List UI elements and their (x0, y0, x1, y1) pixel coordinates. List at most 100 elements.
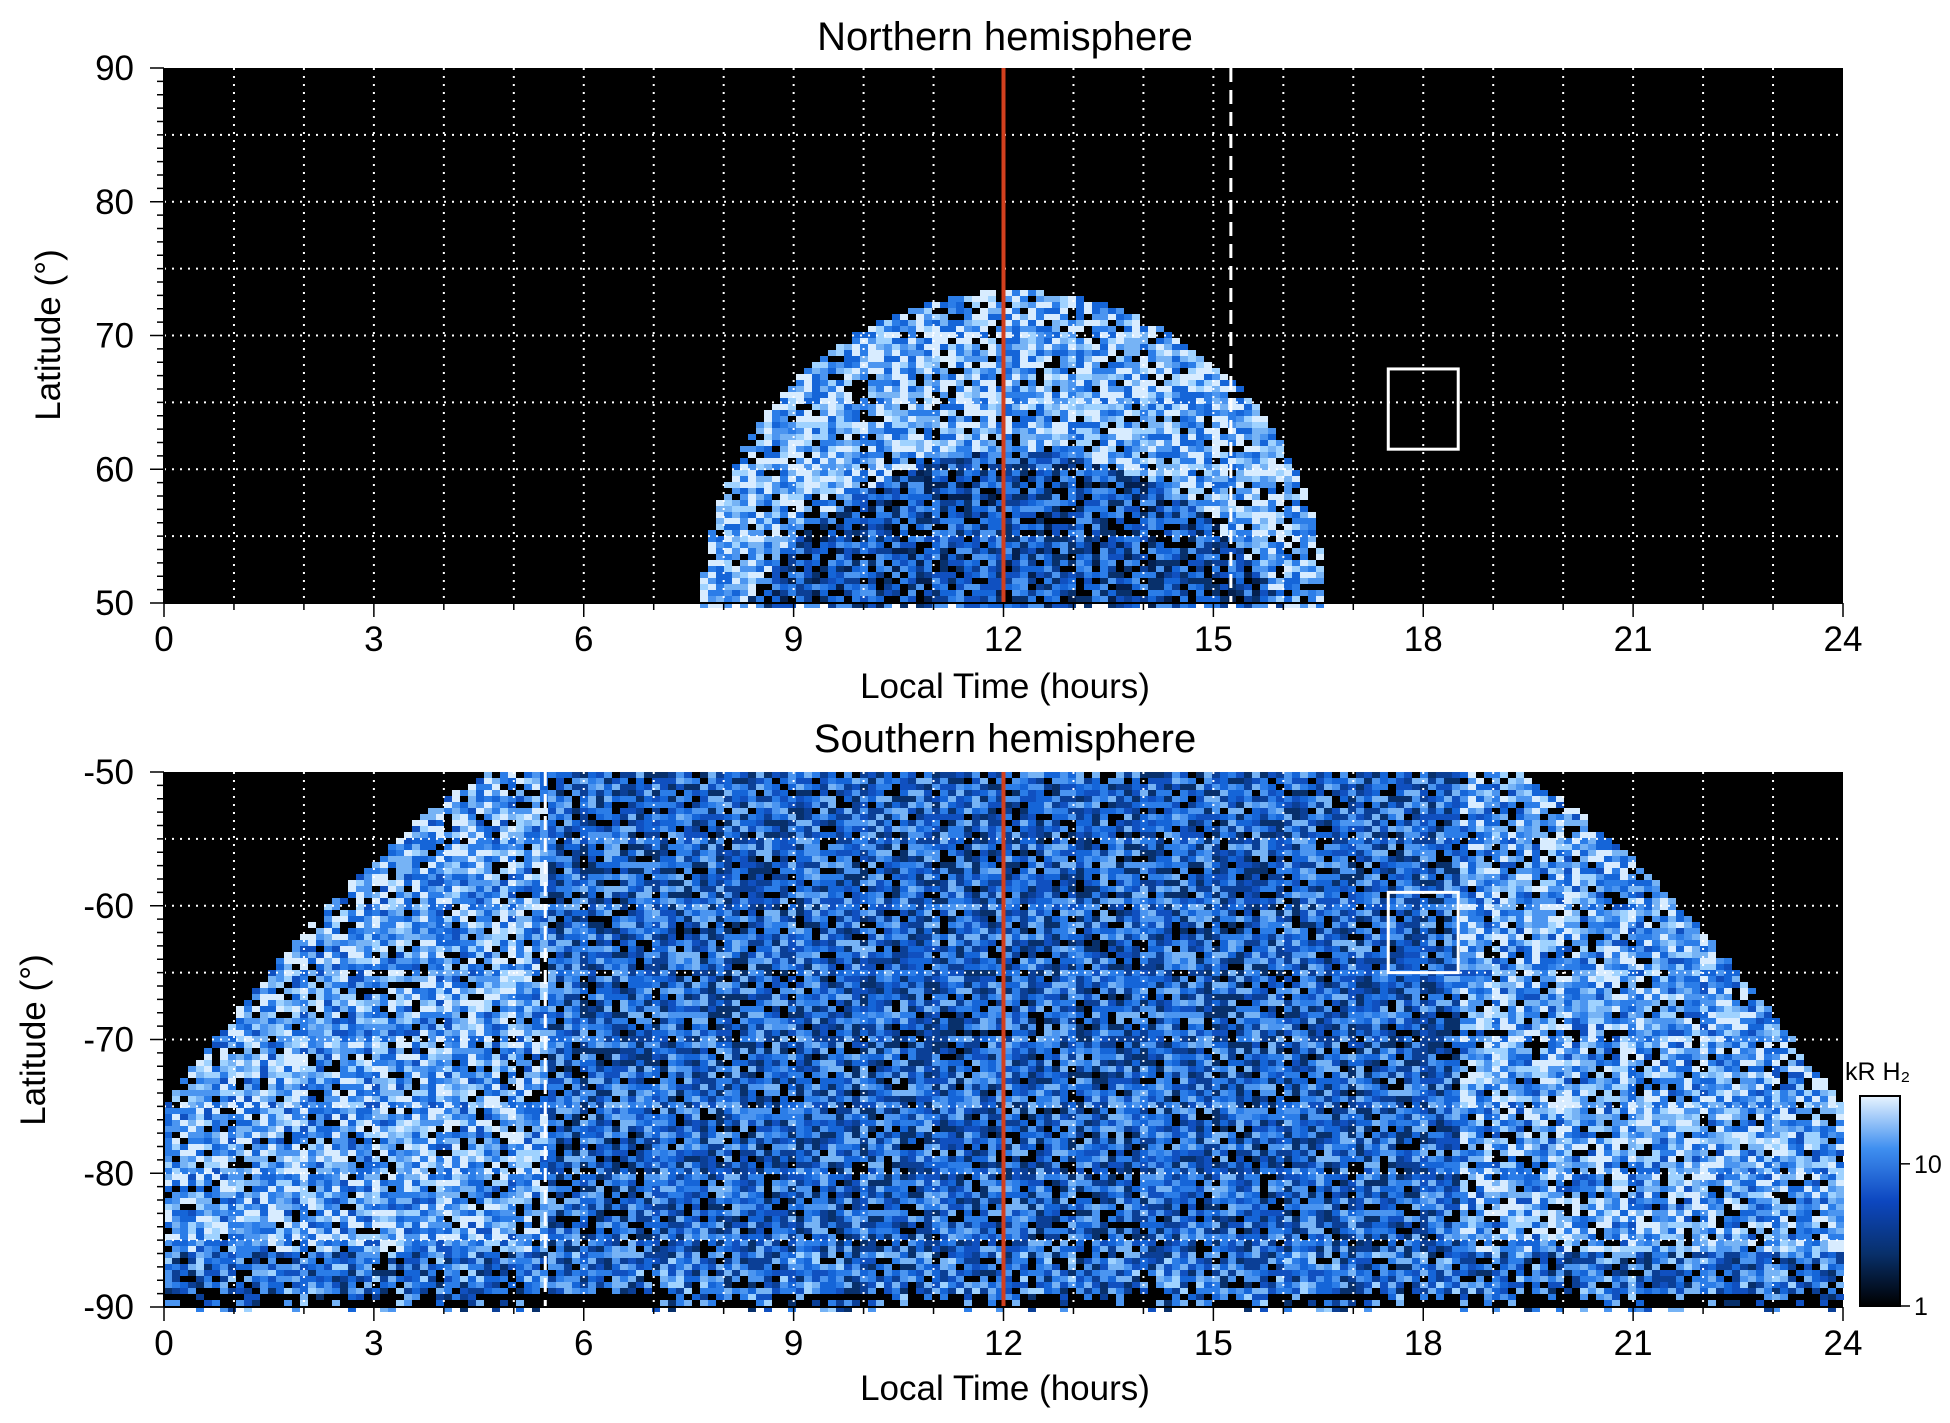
heatmap-cell (1268, 512, 1276, 518)
heatmap-cell (1028, 488, 1036, 494)
heatmap-cell (1004, 488, 1012, 494)
heatmap-cell (268, 982, 276, 988)
heatmap-cell (420, 874, 428, 880)
heatmap-cell (948, 596, 956, 602)
heatmap-cell (812, 422, 820, 428)
heatmap-cell (940, 566, 948, 572)
heatmap-cell (1244, 602, 1252, 608)
heatmap-cell (380, 1198, 388, 1204)
heatmap-cell (964, 464, 972, 470)
heatmap-cell (1180, 548, 1188, 554)
heatmap-cell (1092, 428, 1100, 434)
heatmap-cell (172, 1150, 180, 1156)
heatmap-cell (1172, 458, 1180, 464)
heatmap-cell (388, 1048, 396, 1054)
heatmap-cell (852, 350, 860, 356)
heatmap-cell (1108, 452, 1116, 458)
heatmap-cell (316, 1072, 324, 1078)
heatmap-cell (308, 1198, 316, 1204)
heatmap-cell (228, 1042, 236, 1048)
heatmap-cell (268, 1216, 276, 1222)
heatmap-cell (1212, 380, 1220, 386)
heatmap-cell (1212, 410, 1220, 416)
heatmap-cell (452, 844, 460, 850)
heatmap-cell (420, 1198, 428, 1204)
heatmap-cell (1276, 542, 1284, 548)
heatmap-cell (412, 1018, 420, 1024)
heatmap-cell (1300, 578, 1308, 584)
heatmap-cell (732, 476, 740, 482)
heatmap-cell (188, 1288, 196, 1294)
heatmap-cell (932, 506, 940, 512)
heatmap-cell (1100, 386, 1108, 392)
heatmap-cell (452, 1294, 460, 1300)
heatmap-cell (996, 308, 1004, 314)
heatmap-cell (948, 458, 956, 464)
heatmap-cell (1060, 368, 1068, 374)
heatmap-cell (1004, 392, 1012, 398)
heatmap-cell (268, 1054, 276, 1060)
heatmap-cell (196, 1228, 204, 1234)
heatmap-cell (1052, 350, 1060, 356)
heatmap-cell (1124, 590, 1132, 596)
heatmap-cell (292, 1078, 300, 1084)
heatmap-cell (1188, 380, 1196, 386)
heatmap-cell (964, 326, 972, 332)
heatmap-cell (428, 838, 436, 844)
heatmap-cell (284, 1222, 292, 1228)
heatmap-cell (396, 1222, 404, 1228)
heatmap-cell (252, 1150, 260, 1156)
heatmap-cell (836, 380, 844, 386)
heatmap-cell (1068, 392, 1076, 398)
heatmap-cell (1284, 488, 1292, 494)
heatmap-cell (404, 1192, 412, 1198)
heatmap-cell (924, 404, 932, 410)
heatmap-cell (340, 1126, 348, 1132)
heatmap-cell (420, 1252, 428, 1258)
heatmap-cell (388, 1144, 396, 1150)
heatmap-cell (260, 1216, 268, 1222)
heatmap-cell (964, 434, 972, 440)
heatmap-cell (444, 1294, 452, 1300)
heatmap-cell (420, 826, 428, 832)
heatmap-cell (1164, 344, 1172, 350)
heatmap-cell (364, 1180, 372, 1186)
heatmap-cell (1052, 572, 1060, 578)
heatmap-cell (1196, 452, 1204, 458)
heatmap-cell (1220, 536, 1228, 542)
heatmap-cell (1148, 560, 1156, 566)
heatmap-cell (316, 1294, 324, 1300)
heatmap-cell (324, 1162, 332, 1168)
heatmap-cell (996, 500, 1004, 506)
heatmap-cell (916, 344, 924, 350)
heatmap-cell (380, 928, 388, 934)
heatmap-cell (316, 964, 324, 970)
heatmap-cell (1292, 572, 1300, 578)
y-tick-label: 50 (95, 584, 134, 623)
heatmap-cell (356, 1192, 364, 1198)
heatmap-cell (372, 1222, 380, 1228)
heatmap-cell (1124, 398, 1132, 404)
heatmap-cell (1172, 488, 1180, 494)
heatmap-cell (204, 1060, 212, 1066)
heatmap-cell (1140, 398, 1148, 404)
heatmap-cell (396, 1174, 404, 1180)
heatmap-cell (852, 530, 860, 536)
heatmap-cell (260, 1288, 268, 1294)
heatmap-cell (268, 1144, 276, 1150)
heatmap-cell (820, 512, 828, 518)
heatmap-cell (1164, 488, 1172, 494)
heatmap-cell (1188, 410, 1196, 416)
heatmap-cell (1188, 488, 1196, 494)
heatmap-cell (756, 566, 764, 572)
heatmap-cell (164, 1210, 172, 1216)
heatmap-cell (412, 820, 420, 826)
heatmap-cell (204, 1156, 212, 1162)
heatmap-cell (364, 1282, 372, 1288)
heatmap-cell (284, 1006, 292, 1012)
heatmap-cell (1084, 380, 1092, 386)
heatmap-cell (324, 1006, 332, 1012)
heatmap-cell (1156, 596, 1164, 602)
heatmap-cell (1028, 494, 1036, 500)
